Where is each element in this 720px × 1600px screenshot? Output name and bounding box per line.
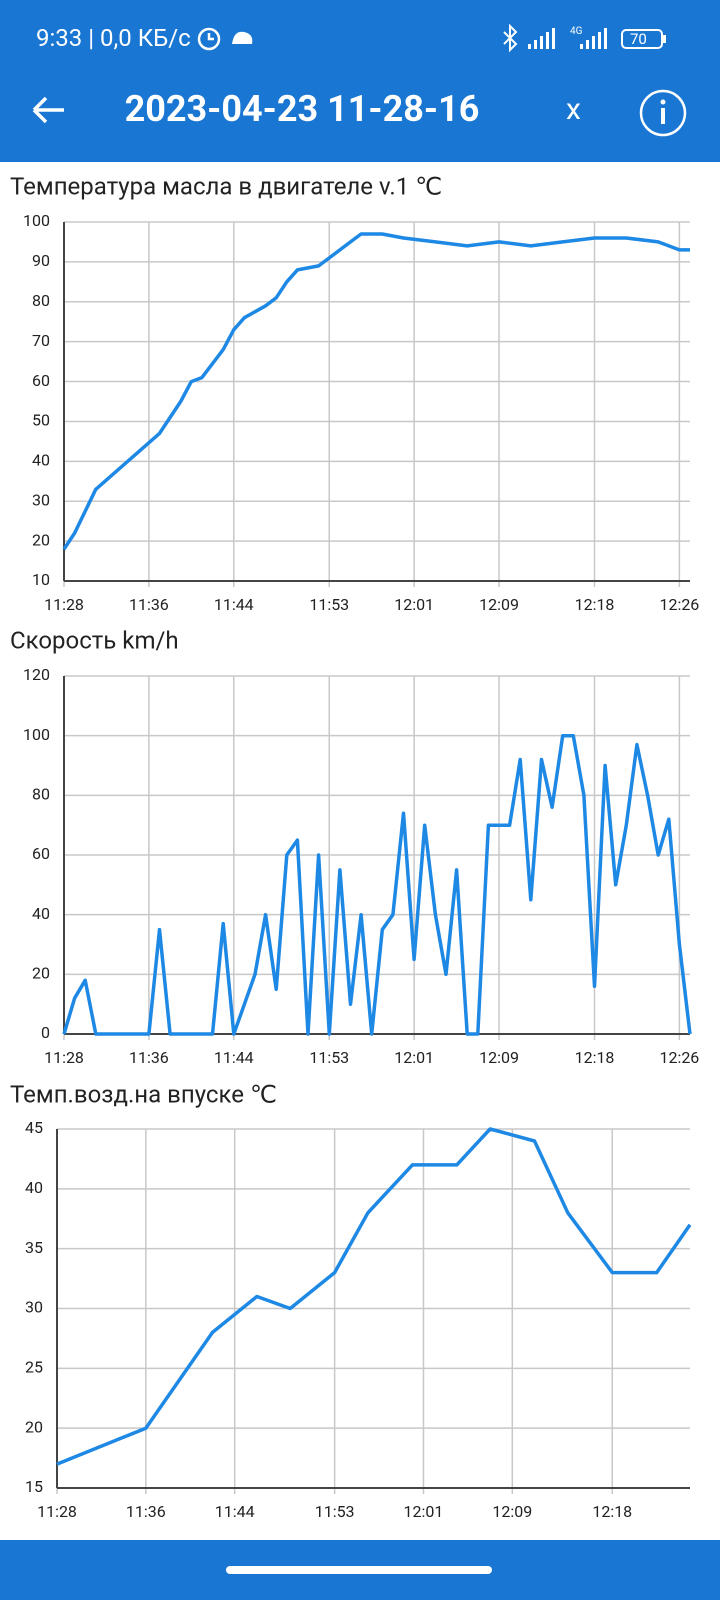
chart-title: Скорость km/h (10, 626, 179, 654)
status-right-icons: 4G (503, 24, 666, 53)
y-tick-label: 0 (41, 1023, 50, 1042)
y-tick-label: 120 (23, 665, 50, 684)
x-tick-label: 11:36 (129, 1048, 169, 1067)
y-tick-label: 80 (32, 291, 50, 310)
x-tick-label: 12:18 (575, 595, 615, 614)
x-tick-label: 12:09 (479, 595, 519, 614)
x-tick-label: 12:09 (479, 1048, 519, 1067)
x-tick-label: 11:44 (215, 1502, 255, 1521)
y-tick-label: 20 (25, 1417, 43, 1436)
y-tick-label: 100 (23, 725, 50, 744)
x-tick-label: 12:18 (592, 1502, 632, 1521)
nav-bar (0, 1540, 720, 1600)
x-tick-label: 12:26 (659, 1048, 699, 1067)
info-button[interactable] (638, 88, 688, 138)
y-tick-label: 60 (32, 844, 50, 863)
x-tick-label: 11:36 (129, 595, 169, 614)
y-tick-label: 25 (25, 1358, 43, 1377)
x-tick-label: 11:28 (44, 1048, 84, 1067)
svg-text:4G: 4G (570, 26, 583, 37)
x-tick-label: 12:01 (394, 1048, 434, 1067)
x-tick-label: 12:18 (575, 1048, 615, 1067)
x-tick-label: 11:44 (214, 595, 254, 614)
y-tick-label: 35 (25, 1238, 43, 1257)
chart-title: Температура масла в двигателе v.1 ℃ (10, 172, 442, 200)
x-tick-label: 11:44 (214, 1048, 254, 1067)
y-tick-label: 100 (23, 211, 50, 230)
data-line (62, 232, 690, 551)
x-tick-label: 11:28 (44, 595, 84, 614)
x-tick-label: 11:53 (309, 1048, 349, 1067)
battery-level: 70 (630, 30, 647, 48)
data-line (56, 1127, 692, 1466)
y-tick-label: 20 (32, 964, 50, 983)
status-text: 9:33 | 0,0 КБ/с (36, 24, 191, 52)
screen-title: 2023-04-23 11-28-16 (124, 88, 480, 130)
x-tick-label: 12:01 (394, 595, 434, 614)
x-tick-label: 11:53 (315, 1502, 355, 1521)
y-tick-label: 40 (25, 1178, 43, 1197)
close-button[interactable]: x (566, 92, 581, 127)
x-tick-label: 11:28 (37, 1502, 77, 1521)
y-tick-label: 40 (32, 904, 50, 923)
x-tick-label: 12:09 (492, 1502, 532, 1521)
data-line (62, 733, 692, 1036)
chart-title: Темп.возд.на впуске ℃ (10, 1080, 277, 1108)
x-tick-label: 12:01 (404, 1502, 444, 1521)
y-tick-label: 50 (32, 411, 50, 430)
y-tick-label: 45 (25, 1118, 43, 1137)
y-tick-label: 20 (32, 530, 50, 549)
y-tick-label: 10 (32, 570, 50, 589)
y-tick-label: 15 (25, 1477, 43, 1496)
app-bar: 9:33 | 0,0 КБ/с 4G 70 2023-04-23 11-28-1… (0, 0, 720, 162)
y-tick-label: 80 (32, 785, 50, 804)
x-tick-label: 12:26 (659, 595, 699, 614)
status-icons (197, 27, 253, 51)
back-button[interactable] (30, 92, 70, 128)
x-tick-label: 11:36 (126, 1502, 166, 1521)
y-tick-label: 60 (32, 371, 50, 390)
home-indicator[interactable] (226, 1566, 492, 1574)
y-tick-label: 90 (32, 251, 50, 270)
x-tick-label: 11:53 (309, 595, 349, 614)
y-tick-label: 30 (25, 1298, 43, 1317)
charts: Температура масла в двигателе v.1 ℃ 10 20 3… (10, 172, 699, 1521)
y-tick-label: 70 (32, 331, 50, 350)
y-tick-label: 40 (32, 451, 50, 470)
y-tick-label: 30 (32, 490, 50, 509)
